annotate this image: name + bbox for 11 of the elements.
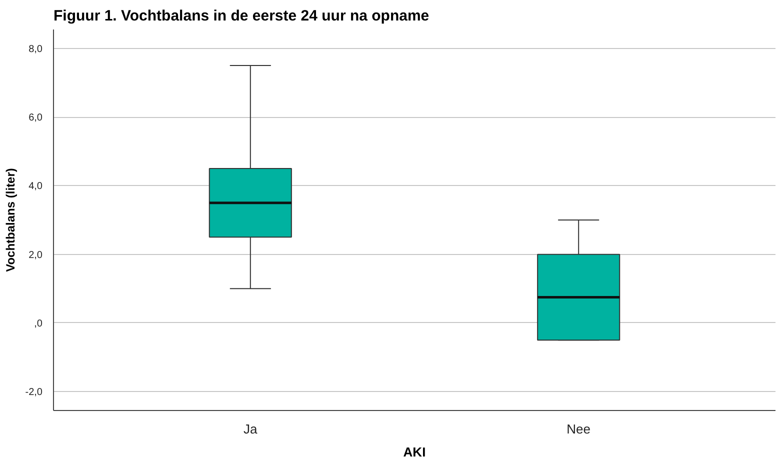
- y-tick-label: ,0: [34, 318, 43, 330]
- y-tick-label: 2,0: [28, 250, 43, 261]
- y-tick-label: 6,0: [28, 112, 43, 124]
- y-tick-label: -2,0: [25, 387, 43, 398]
- y-tick-label: 4,0: [28, 181, 43, 192]
- chart-title: Figuur 1. Vochtbalans in de eerste 24 uur na opname: [54, 8, 430, 24]
- x-tick-label: Nee: [566, 422, 591, 436]
- x-tick-label: Ja: [244, 422, 258, 436]
- x-axis-title: AKI: [403, 444, 426, 460]
- y-tick-label: 8,0: [28, 44, 43, 55]
- y-axis-title: Vochtbalans (liter): [3, 168, 18, 272]
